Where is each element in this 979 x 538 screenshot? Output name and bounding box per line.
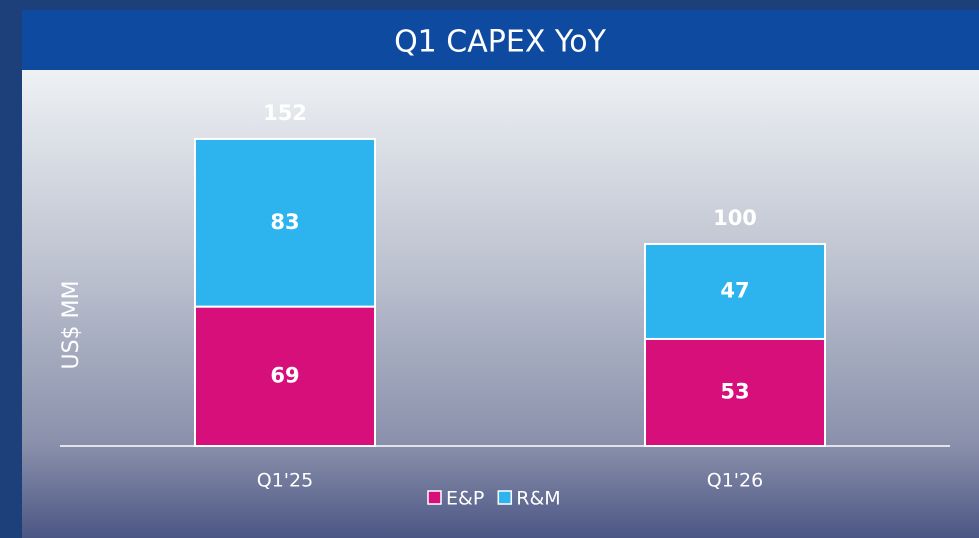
panel	[22, 70, 979, 538]
x-tick-label: Q1'26	[707, 470, 763, 492]
x-tick-label: Q1'25	[257, 470, 313, 492]
legend-swatch	[427, 490, 442, 505]
bar-segment	[194, 137, 376, 308]
legend-label: R&M	[516, 488, 560, 510]
legend-label: E&P	[446, 488, 484, 510]
bar-segment	[194, 305, 376, 447]
total-label: 152	[263, 101, 307, 125]
value-label: 69	[270, 363, 299, 387]
value-label: 53	[720, 379, 749, 403]
bar-segment	[644, 243, 826, 340]
value-label: 83	[270, 210, 299, 234]
legend-swatch	[497, 490, 513, 505]
total-label: 100	[713, 206, 757, 230]
chart-title: Q1 CAPEX YoY	[394, 25, 607, 60]
bar-segment	[644, 337, 826, 447]
y-axis-label: US$ MM	[59, 280, 84, 369]
title-bar	[22, 10, 979, 70]
value-label: 47	[720, 278, 749, 302]
